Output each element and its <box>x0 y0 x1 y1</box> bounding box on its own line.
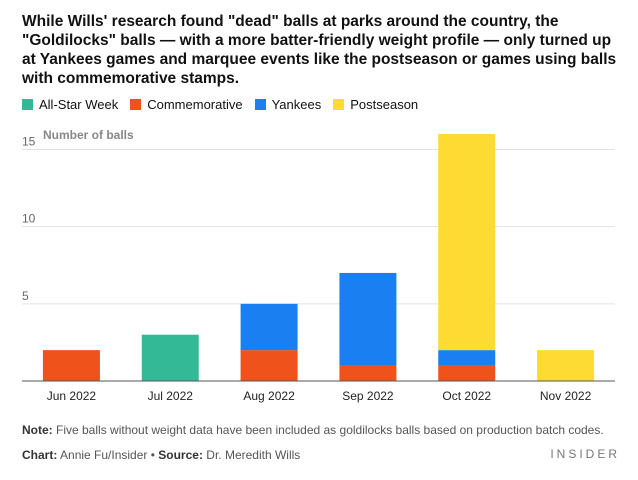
credit-chart-label: Chart: <box>22 448 58 462</box>
legend-swatch <box>333 98 345 110</box>
legend-label: Commemorative <box>147 96 243 112</box>
x-tick-label: Nov 2022 <box>540 389 592 403</box>
bar-segment-commemorative <box>339 365 397 381</box>
x-tick-label: Aug 2022 <box>243 389 295 403</box>
legend-item-all-star-week: All-Star Week <box>22 97 118 112</box>
legend-label: Yankees <box>271 96 322 112</box>
bar-segment-commemorative <box>438 365 496 381</box>
bar-segment-commemorative <box>240 350 298 381</box>
chart-credit: Chart: Annie Fu/Insider • Source: Dr. Me… <box>22 448 300 462</box>
legend-label: All-Star Week <box>39 96 119 112</box>
y-tick-label: 15 <box>22 134 36 148</box>
y-tick-label: 10 <box>22 212 36 226</box>
note-text: Five balls without weight data have been… <box>52 423 604 437</box>
insider-logo: INSIDER <box>550 447 620 461</box>
legend-swatch <box>22 98 33 110</box>
x-tick-label: Jun 2022 <box>47 389 97 403</box>
legend-swatch <box>130 98 142 110</box>
y-axis-label: Number of balls <box>43 128 134 142</box>
x-tick-label: Jul 2022 <box>148 389 194 403</box>
bar-segment-yankees <box>339 272 397 366</box>
bar-segment-all-star-week <box>141 334 199 381</box>
legend-swatch <box>254 98 266 110</box>
legend-label: Postseason <box>350 96 419 112</box>
legend-item-commemorative: Commemorative <box>130 96 243 112</box>
credit-source-label: Source: <box>158 448 203 462</box>
bar-segment-postseason <box>537 350 595 381</box>
bar-segment-yankees <box>240 303 298 351</box>
bar-segment-postseason <box>438 134 496 351</box>
legend-item-yankees: Yankees <box>254 96 322 112</box>
bar-segment-yankees <box>438 350 496 366</box>
legend: All-Star Week Commemorative Yankees Post… <box>22 95 430 113</box>
chart-title: While Wills' research found "dead" balls… <box>22 13 617 87</box>
y-tick-label: 5 <box>22 289 29 303</box>
stacked-bar-chart: 5 10 15 Number of balls Jun 2022 Jul 2022 Aug … <box>22 128 615 403</box>
x-tick-label: Sep 2022 <box>342 389 394 403</box>
credit-chart-value: Annie Fu/Insider • <box>57 448 159 462</box>
bar-segment-commemorative <box>42 350 100 381</box>
credit-source-value: Dr. Meredith Wills <box>202 448 301 462</box>
x-tick-label: Oct 2022 <box>442 389 491 403</box>
legend-item-postseason: Postseason <box>333 97 418 112</box>
note-label: Note: <box>22 423 53 437</box>
chart-note: Note: Five balls without weight data hav… <box>22 423 622 437</box>
